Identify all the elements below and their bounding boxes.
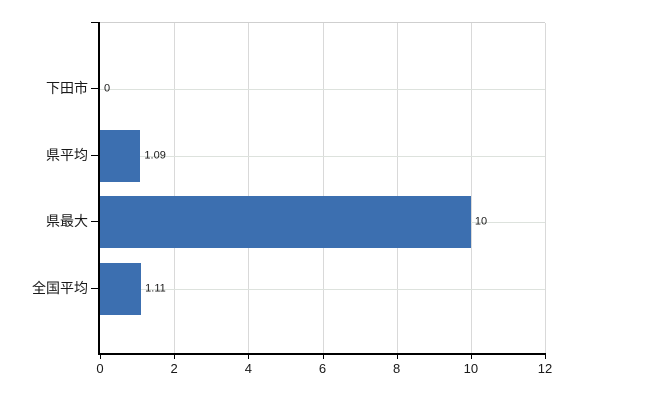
value-label: 1.11: [145, 282, 166, 295]
y-axis-tick: [91, 287, 98, 289]
horizontal-gridline: [100, 288, 545, 290]
category-label: 全国平均: [32, 279, 88, 296]
x-axis-tick-label: 6: [318, 361, 327, 376]
vertical-gridline: [470, 23, 472, 355]
x-axis-tick-label: 12: [537, 361, 553, 376]
y-axis-tick: [91, 88, 98, 90]
x-axis-tick-label: 8: [393, 361, 401, 376]
x-axis-tick: [545, 355, 546, 359]
x-axis-tick: [174, 355, 176, 359]
x-axis-tick: [322, 355, 324, 359]
value-label: 0: [104, 82, 111, 95]
vertical-gridline: [322, 23, 324, 355]
x-axis-tick-label: 2: [170, 361, 178, 376]
bar[interactable]: [100, 262, 142, 315]
x-axis-tick-label: 10: [463, 361, 479, 376]
vertical-gridline: [545, 23, 546, 355]
y-axis-tick: [91, 221, 98, 223]
category-label: 県平均: [46, 146, 88, 163]
vertical-gridline: [396, 23, 398, 355]
value-label: 1.09: [144, 149, 166, 162]
bar[interactable]: [100, 129, 141, 182]
x-axis-tick-label: 4: [244, 361, 252, 376]
x-axis-tick: [396, 355, 398, 359]
value-label: 10: [474, 215, 488, 228]
x-axis-line: [98, 353, 546, 355]
horizontal-gridline: [100, 89, 545, 91]
x-axis-tick: [100, 355, 101, 359]
vertical-gridline: [174, 23, 176, 355]
y-axis-tick: [91, 154, 98, 156]
category-label: 下田市: [46, 80, 88, 97]
x-axis-tick: [470, 355, 472, 359]
category-label: 県最大: [46, 213, 88, 230]
horizontal-gridline: [100, 155, 545, 157]
x-axis-tick-label: 0: [96, 361, 104, 376]
y-axis-end-tick: [91, 22, 98, 23]
x-axis-tick: [248, 355, 250, 359]
bar[interactable]: [100, 196, 471, 249]
vertical-gridline: [248, 23, 250, 355]
plot-area: 0 1.09 10 1.11: [100, 22, 546, 355]
y-axis-line: [98, 22, 100, 354]
